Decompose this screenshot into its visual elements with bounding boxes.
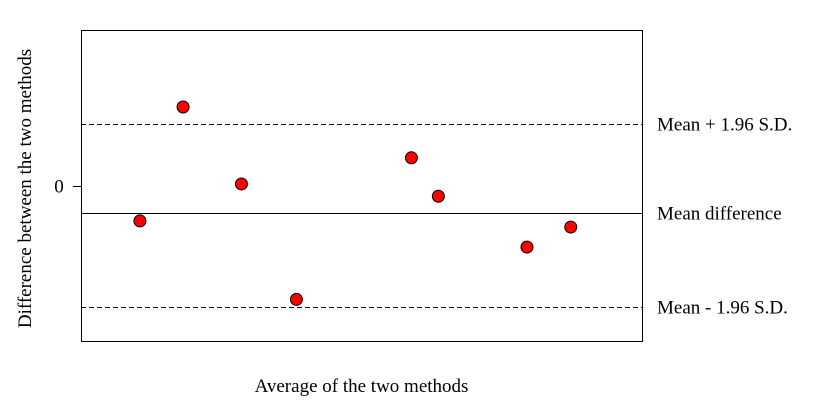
reference-line-label: Mean + 1.96 S.D.: [657, 115, 792, 136]
data-point: [520, 240, 534, 254]
data-point: [289, 292, 303, 306]
data-point: [404, 151, 418, 165]
data-point: [176, 100, 190, 114]
data-point: [564, 220, 578, 234]
data-point: [133, 214, 147, 228]
data-point: [431, 189, 445, 203]
reference-line-label: Mean difference: [657, 204, 782, 225]
y-axis-label: Difference between the two methods: [15, 49, 36, 328]
y-tick-label: 0: [54, 177, 64, 198]
reference-line-label: Mean - 1.96 S.D.: [657, 298, 788, 319]
data-point: [234, 177, 248, 191]
plot-frame: [81, 30, 643, 342]
x-axis-label: Average of the two methods: [255, 376, 469, 397]
